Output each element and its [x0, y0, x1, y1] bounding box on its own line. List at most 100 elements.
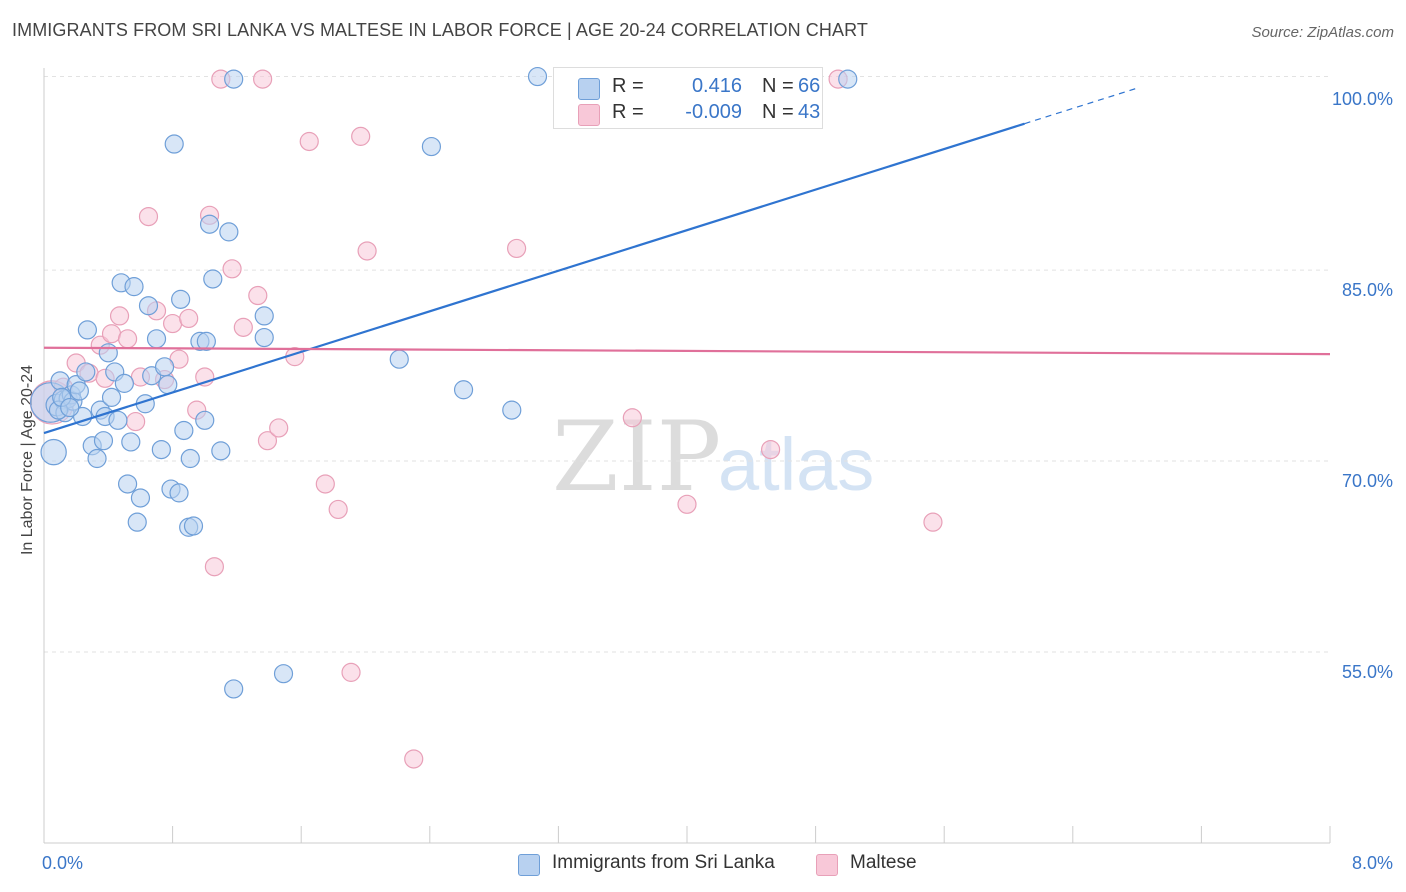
maltese-point — [760, 439, 781, 460]
sri-lanka-point — [527, 66, 548, 87]
sri-lanka-point — [502, 400, 522, 420]
trend-lines — [43, 87, 1331, 435]
trend-line-sri-lanka-extension — [1024, 87, 1138, 125]
series-maltese-points — [29, 69, 943, 769]
sri-lanka-point — [254, 327, 274, 348]
trend-line-sri-lanka — [43, 122, 1025, 435]
legend-swatch-sri-lanka — [578, 78, 600, 100]
maltese-point — [233, 317, 253, 337]
sri-lanka-point — [101, 387, 122, 407]
maltese-point — [357, 241, 377, 261]
x-tick-labels: 0.0% 8.0% — [42, 853, 1393, 873]
maltese-point — [677, 494, 697, 514]
maltese-point — [126, 411, 146, 432]
legend-n-value: 43 — [798, 101, 821, 123]
legend-r-label: R = — [612, 75, 644, 97]
legend-label-maltese: Maltese — [850, 852, 917, 873]
legend-label-sri-lanka: Immigrants from Sri Lanka — [552, 852, 775, 873]
sri-lanka-point — [77, 320, 98, 340]
sri-lanka-point — [130, 488, 151, 508]
sri-lanka-point — [117, 474, 138, 494]
maltese-point — [204, 557, 224, 577]
maltese-point — [117, 329, 138, 349]
sri-lanka-point — [151, 439, 171, 460]
sri-lanka-point — [174, 420, 194, 441]
maltese-point — [179, 308, 199, 329]
maltese-point — [269, 418, 289, 438]
sri-lanka-point — [127, 512, 147, 532]
sri-lanka-point — [87, 448, 107, 469]
x-tick-label-max: 8.0% — [1352, 853, 1393, 873]
legend-n-label: N = — [762, 75, 794, 97]
legend-swatch-sri-lanka — [518, 854, 540, 876]
sri-lanka-point — [138, 296, 159, 316]
maltese-point — [622, 408, 642, 428]
sri-lanka-point — [453, 380, 474, 400]
chart-title: IMMIGRANTS FROM SRI LANKA VS MALTESE IN … — [12, 20, 868, 40]
sri-lanka-point — [203, 269, 223, 289]
y-tick-label: 85.0% — [1342, 280, 1393, 300]
sri-lanka-point — [169, 483, 189, 503]
sri-lanka-point — [76, 362, 96, 382]
x-tick-label-min: 0.0% — [42, 853, 83, 873]
source-label: Source: ZipAtlas.com — [1251, 24, 1394, 41]
y-tick-label: 55.0% — [1342, 662, 1393, 682]
maltese-point — [248, 285, 268, 306]
sri-lanka-point — [171, 289, 191, 309]
sri-lanka-point — [108, 410, 128, 430]
legend-swatch-maltese — [578, 104, 600, 126]
maltese-point — [109, 306, 130, 326]
maltese-point — [299, 131, 319, 152]
maltese-point — [507, 238, 527, 259]
maltese-point — [341, 662, 361, 682]
y-tick-label: 70.0% — [1342, 471, 1393, 491]
sri-lanka-point — [180, 448, 200, 469]
legend-swatch-maltese — [816, 854, 838, 876]
maltese-point — [222, 259, 242, 279]
watermark: ZIP atlas — [552, 401, 874, 513]
sri-lanka-point — [199, 214, 220, 234]
sri-lanka-point — [196, 331, 216, 351]
sri-lanka-point — [183, 516, 204, 536]
sri-lanka-point — [254, 306, 274, 326]
sri-lanka-point — [154, 357, 175, 377]
maltese-point — [923, 512, 943, 532]
maltese-point — [404, 749, 424, 769]
sri-lanka-point — [124, 277, 144, 297]
axes — [43, 68, 1331, 844]
sri-lanka-point — [40, 438, 67, 466]
correlation-legend: R = 0.416 N = 66 R = -0.009 N = 43 — [553, 67, 823, 129]
sri-lanka-point — [60, 397, 80, 418]
maltese-point — [328, 499, 348, 520]
sri-lanka-point — [224, 69, 244, 89]
gridlines — [44, 76, 1330, 653]
maltese-point — [163, 313, 183, 334]
series-sri-lanka-points — [30, 66, 858, 699]
sri-lanka-point — [146, 329, 167, 349]
sri-lanka-point — [273, 664, 294, 684]
maltese-point — [253, 69, 273, 89]
sri-lanka-point — [98, 343, 118, 363]
y-tick-labels: 55.0% 70.0% 85.0% 100.0% — [1332, 89, 1393, 682]
sri-lanka-point — [121, 432, 141, 452]
maltese-point — [257, 431, 278, 451]
legend-r-value: -0.009 — [685, 101, 742, 123]
sri-lanka-point — [114, 373, 134, 393]
sri-lanka-point — [224, 679, 244, 699]
sri-lanka-point — [219, 222, 239, 242]
sri-lanka-point — [211, 441, 231, 461]
legend-r-value: 0.416 — [691, 75, 742, 97]
sri-lanka-point — [93, 431, 114, 451]
maltese-point — [138, 207, 159, 227]
legend-r-label: R = — [612, 101, 644, 123]
legend-n-label: N = — [762, 101, 794, 123]
legend-n-value: 66 — [798, 75, 821, 97]
maltese-point — [315, 474, 335, 494]
sri-lanka-point — [838, 69, 858, 89]
y-tick-label: 100.0% — [1332, 89, 1393, 109]
maltese-point — [351, 126, 371, 146]
sri-lanka-point — [164, 134, 184, 154]
watermark-atlas: atlas — [718, 423, 874, 506]
sri-lanka-point — [195, 410, 215, 430]
